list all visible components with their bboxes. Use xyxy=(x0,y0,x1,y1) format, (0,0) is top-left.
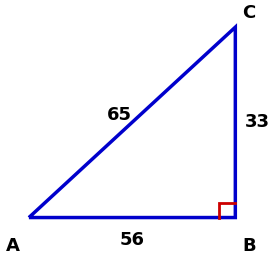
Text: 65: 65 xyxy=(107,106,132,124)
Text: 33: 33 xyxy=(245,113,270,131)
Text: A: A xyxy=(6,237,19,255)
Text: B: B xyxy=(242,237,256,255)
Text: C: C xyxy=(242,4,256,22)
Text: 56: 56 xyxy=(120,231,145,249)
